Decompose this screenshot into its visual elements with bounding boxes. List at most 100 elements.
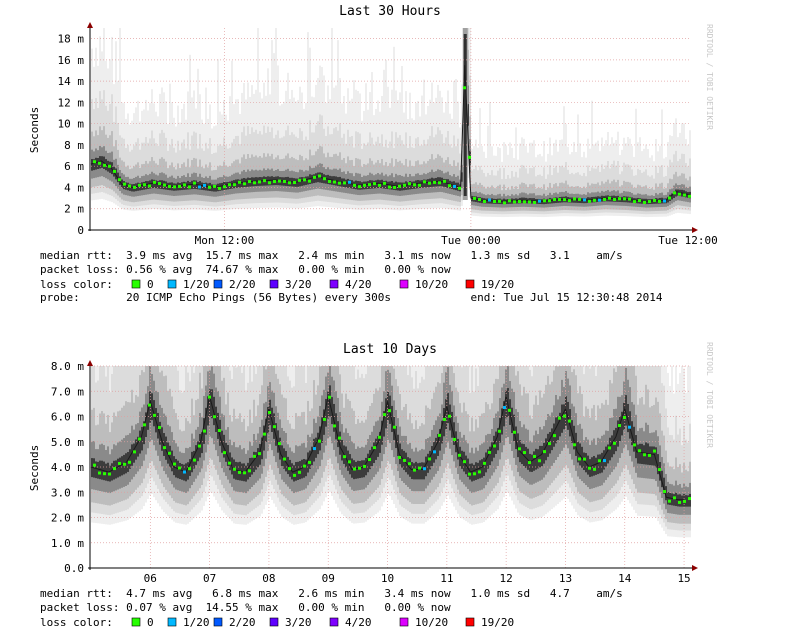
median-point (403, 458, 406, 462)
y-tick-label: 0.0 (64, 562, 84, 575)
median-point (558, 198, 561, 202)
median-point (308, 460, 311, 464)
median-point (238, 180, 241, 184)
median-point (573, 443, 576, 447)
median-point (638, 199, 641, 203)
loss-color-item: 19/20 (481, 278, 514, 291)
median-point (123, 182, 126, 186)
median-point (438, 181, 441, 185)
loss-color-label: loss color: (40, 616, 113, 629)
median-point (303, 464, 306, 468)
median-point (663, 199, 666, 203)
median-point (183, 183, 186, 187)
median-point (373, 182, 376, 186)
x-tick-label: 13 (559, 572, 572, 585)
y-tick-label: 14 m (58, 75, 85, 88)
median-point (138, 437, 141, 441)
median-point (323, 417, 326, 421)
loss-color-label: loss color: (40, 278, 113, 291)
median-point (468, 155, 471, 159)
median-point (278, 179, 281, 183)
median-point (143, 423, 146, 427)
median-point (618, 197, 621, 201)
median-point (103, 163, 106, 167)
loss-color-item: 3/20 (285, 278, 312, 291)
x-tick-label: 08 (262, 572, 275, 585)
median-point (198, 185, 201, 189)
median-point (483, 200, 486, 204)
median-point (543, 450, 546, 454)
median-point (553, 434, 556, 438)
y-tick-label: 6.0 m (51, 411, 84, 424)
chart-title: Last 30 Hours (339, 4, 441, 19)
loss-color-legend: loss color: 0 1/20 2/20 3/20 4/20 10/20 19/20 (40, 278, 514, 291)
median-point (613, 197, 616, 201)
median-point (448, 184, 451, 188)
median-point (633, 200, 636, 204)
median-point (93, 463, 96, 467)
median-point (653, 449, 656, 453)
median-point (273, 425, 276, 429)
median-point (98, 161, 101, 165)
median-point (298, 470, 301, 474)
median-point (258, 452, 261, 456)
median-point (458, 186, 461, 190)
median-point (438, 433, 441, 437)
median-point (328, 395, 331, 399)
median-point (478, 470, 481, 474)
median-point (513, 200, 516, 204)
median-point (223, 451, 226, 455)
median-point (488, 450, 491, 454)
median-point (218, 186, 221, 190)
y-axis-arrow (87, 360, 93, 366)
median-point (508, 408, 511, 412)
median-point (363, 464, 366, 468)
median-point (133, 185, 136, 189)
median-point (608, 446, 611, 450)
median-point (203, 429, 206, 433)
median-point (643, 200, 646, 204)
y-axis-label: Seconds (28, 445, 41, 491)
median-point (398, 455, 401, 459)
median-point (383, 181, 386, 185)
median-point (153, 413, 156, 417)
median-point (213, 415, 216, 419)
median-point (243, 182, 246, 186)
median-point (598, 198, 601, 202)
y-tick-label: 4.0 m (51, 461, 84, 474)
median-point (133, 450, 136, 454)
median-point (543, 199, 546, 203)
median-point (163, 446, 166, 450)
median-point (118, 461, 121, 465)
median-point (513, 430, 516, 434)
y-tick-label: 6 m (64, 160, 84, 173)
median-point (298, 178, 301, 182)
median-point (158, 182, 161, 186)
median-point (288, 181, 291, 185)
median-point (408, 462, 411, 466)
median-point (388, 409, 391, 413)
median-point (388, 185, 391, 189)
loss-color-swatch (131, 617, 141, 627)
x-tick-label: Mon 12:00 (195, 234, 255, 247)
x-tick-label: 15 (677, 572, 690, 585)
median-point (528, 200, 531, 204)
loss-color-item: 2/20 (229, 278, 256, 291)
y-tick-label: 10 m (58, 118, 85, 131)
median-point (493, 444, 496, 448)
median-point (493, 199, 496, 203)
watermark: RRDTOOL / TOBI OETIKER (705, 342, 714, 448)
median-point (458, 453, 461, 457)
median-point (423, 180, 426, 184)
median-point (568, 419, 571, 423)
median-point (648, 200, 651, 204)
median-point (323, 177, 326, 181)
median-point (683, 193, 686, 197)
loss-color-swatch (329, 279, 339, 289)
median-point (668, 196, 671, 200)
x-tick-label: Tue 00:00 (441, 234, 501, 247)
median-point (348, 460, 351, 464)
median-rtt-stats: median rtt: 4.7 ms avg 6.8 ms max 2.6 ms… (40, 587, 623, 600)
median-point (678, 192, 681, 196)
median-point (518, 200, 521, 204)
